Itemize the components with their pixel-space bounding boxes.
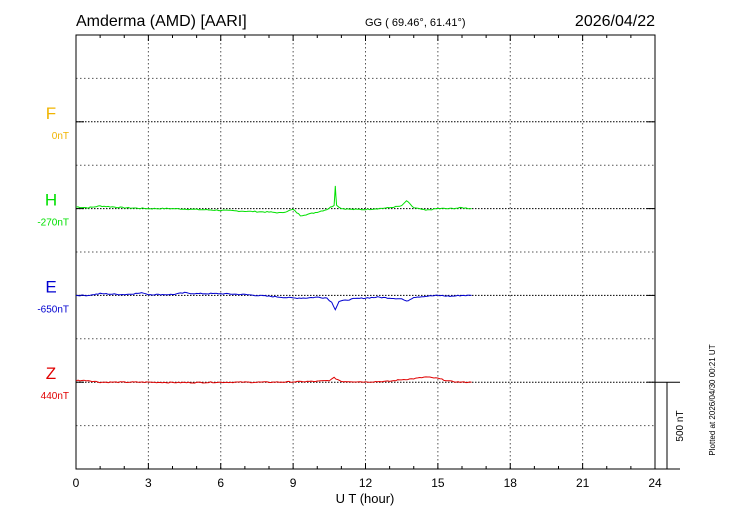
x-tick-label: 0 <box>73 476 80 490</box>
x-tick-label: 24 <box>648 476 662 490</box>
series-line-e <box>75 291 472 311</box>
x-tick-label: 12 <box>359 476 373 490</box>
component-offset-e: -650nT <box>37 304 69 315</box>
date-label: 2026/04/22 <box>575 13 655 30</box>
component-offset-f: 0nT <box>52 131 69 142</box>
component-labels: F 0nT H -270nT E -650nT Z 440nT <box>37 104 69 402</box>
x-tick-label: 18 <box>504 476 518 490</box>
axis-ticks <box>75 35 656 469</box>
component-name-h: H <box>45 191 57 210</box>
station-title: Amderma (AMD) [AARI] <box>76 13 247 30</box>
x-tick-label: 21 <box>576 476 590 490</box>
scale-bar <box>655 381 680 470</box>
component-name-z: Z <box>46 364 56 383</box>
x-axis-label: U T (hour) <box>336 491 395 506</box>
series-line-z <box>75 376 472 384</box>
coordinates-label: GG ( 69.46°, 61.41°) <box>365 17 466 29</box>
plotted-timestamp: Plotted at 2026/04/30 00:21 UT <box>708 344 717 455</box>
component-offset-h: -270nT <box>37 218 69 229</box>
x-tick-label: 6 <box>217 476 224 490</box>
series-line-h <box>76 185 472 217</box>
x-tick-label: 3 <box>145 476 152 490</box>
scale-bar-label: 500 nT <box>675 410 686 441</box>
component-name-e: E <box>45 277 56 296</box>
component-name-f: F <box>46 104 56 123</box>
series-lines <box>75 185 472 384</box>
x-tick-label: 9 <box>290 476 297 490</box>
grid-lines <box>76 35 655 469</box>
component-offset-z: 440nT <box>41 391 69 402</box>
x-tick-label: 15 <box>431 476 445 490</box>
x-tick-labels: 0 3 6 9 12 15 18 21 24 <box>73 476 662 490</box>
